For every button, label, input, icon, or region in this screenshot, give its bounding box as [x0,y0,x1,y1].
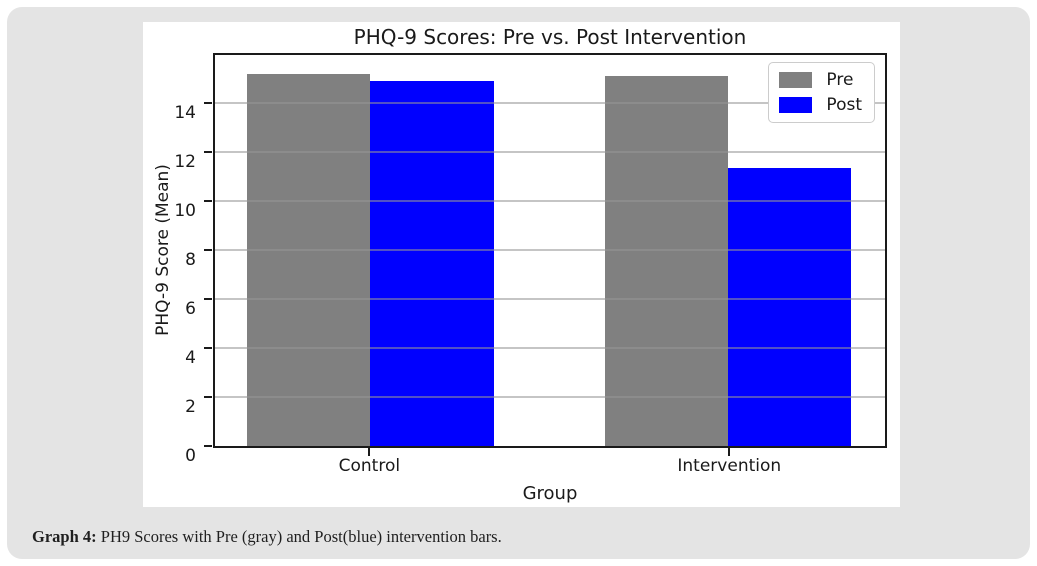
x-axis-label: Group [522,483,578,504]
bar-post-intervention [728,167,852,446]
x-tick-label-intervention: Intervention [677,456,782,476]
y-tick-label-10: 10 [174,201,196,222]
y-tick-mark-0 [204,445,212,447]
x-tick-labels: Control Intervention [213,456,887,478]
y-tick-label-6: 6 [185,299,196,320]
y-tick-label-4: 4 [185,348,196,369]
y-tick-labels: 0 2 4 6 8 10 12 14 [143,55,196,466]
legend-item-post: Post [779,96,862,114]
caption-label: Graph 4: [32,527,97,546]
y-tick-mark-4 [204,347,212,350]
figure-card: PHQ-9 Scores: Pre vs. Post Intervention … [7,7,1030,559]
plot-area: Pre Post [213,53,887,448]
x-tick-marks [213,448,887,456]
y-tick-marks [204,55,212,447]
y-tick-mark-10 [204,200,212,203]
legend-label-post: Post [826,95,862,115]
bar-pre-control [247,73,371,446]
figure-caption: Graph 4: PH9 Scores with Pre (gray) and … [32,527,502,547]
bar-post-control [370,80,494,446]
y-tick-mark-8 [204,249,212,252]
y-tick-label-2: 2 [185,397,196,418]
legend-swatch-post-icon [779,97,813,113]
legend: Pre Post [768,62,875,123]
caption-text: PH9 Scores with Pre (gray) and Post(blue… [96,527,502,546]
y-tick-mark-12 [204,151,212,154]
chart-figure: PHQ-9 Scores: Pre vs. Post Intervention … [143,22,900,507]
y-tick-mark-14 [204,102,212,105]
y-tick-label-14: 14 [174,103,196,124]
y-tick-mark-6 [204,298,212,301]
y-tick-label-0: 0 [185,446,196,466]
x-tick-mark-intervention [728,448,731,456]
chart-title: PHQ-9 Scores: Pre vs. Post Intervention [353,25,747,49]
y-tick-label-12: 12 [174,152,196,173]
x-tick-mark-control [368,448,371,456]
bars-layer [215,55,885,446]
legend-item-pre: Pre [779,71,862,89]
legend-label-pre: Pre [826,70,854,90]
y-tick-label-8: 8 [185,250,196,271]
y-tick-mark-2 [204,396,212,399]
x-tick-label-control: Control [338,456,401,476]
legend-swatch-pre-icon [779,72,813,88]
bar-pre-intervention [604,76,729,446]
